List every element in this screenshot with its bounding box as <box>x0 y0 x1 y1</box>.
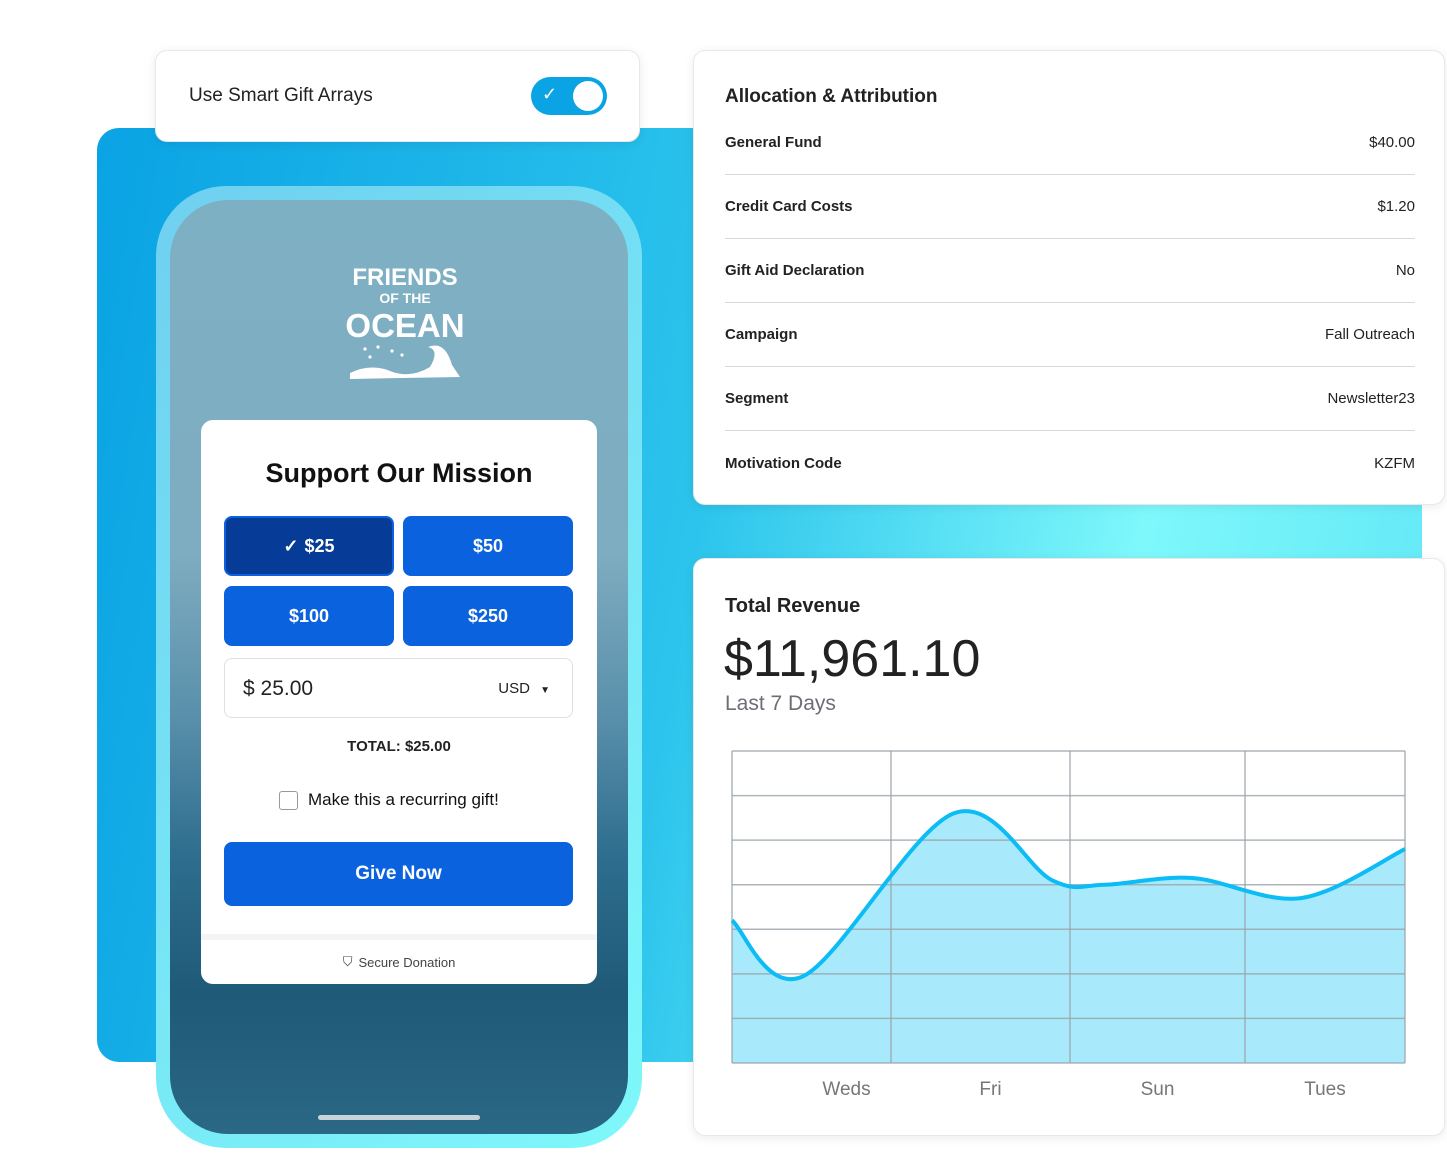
toggle-knob <box>573 81 603 111</box>
smart-gift-arrays-toggle[interactable]: ✓ <box>531 77 607 115</box>
form-title: Support Our Mission <box>265 458 533 488</box>
allocation-row: Gift Aid Declaration No <box>725 239 1415 303</box>
amount-value: 25.00 <box>260 677 314 700</box>
allocation-label: Credit Card Costs <box>725 198 853 215</box>
svg-text:OF THE: OF THE <box>379 290 430 306</box>
allocation-value: No <box>1395 262 1415 279</box>
revenue-title: Total Revenue <box>725 595 861 617</box>
smart-gift-arrays-label: Use Smart Gift Arrays <box>189 85 373 106</box>
x-tick-label: Sun <box>1141 1079 1175 1100</box>
currency-symbol: $ <box>243 677 255 700</box>
allocation-row: Campaign Fall Outreach <box>725 303 1415 367</box>
series-line <box>730 809 1406 981</box>
revenue-chart: Weds Fri Sun Tues <box>730 750 1406 1100</box>
check-icon: ✓ <box>283 535 299 556</box>
total-revenue-card: Total Revenue $11,961.10 Last 7 Days Wed… <box>693 558 1445 1136</box>
amount-button-100[interactable]: $100 <box>224 586 394 646</box>
allocation-row: General Fund $40.00 <box>725 111 1415 175</box>
allocation-value: Fall Outreach <box>1324 326 1415 343</box>
shield-icon: ⛉ <box>342 954 353 969</box>
x-tick-label: Tues <box>1304 1079 1346 1100</box>
allocation-row: Motivation Code KZFM <box>725 431 1415 495</box>
home-indicator <box>318 1115 480 1120</box>
recurring-label: Make this a recurring gift! <box>308 790 499 809</box>
allocation-card: Allocation & Attribution General Fund $40… <box>693 50 1445 505</box>
friends-of-the-ocean-logo: FRIENDS OF THE OCEAN <box>345 264 465 379</box>
allocation-row: Credit Card Costs $1.20 <box>725 175 1415 239</box>
revenue-period: Last 7 Days <box>725 692 836 715</box>
allocation-value: $1.20 <box>1377 198 1415 215</box>
allocation-value: Newsletter23 <box>1327 390 1415 407</box>
recurring-checkbox[interactable] <box>279 790 298 810</box>
x-tick-label: Fri <box>979 1079 1001 1100</box>
allocation-title: Allocation & Attribution <box>725 86 938 107</box>
allocation-row: Segment Newsletter23 <box>725 367 1415 431</box>
x-tick-label: Weds <box>822 1079 870 1100</box>
allocation-value: KZFM <box>1374 454 1415 472</box>
amount-button-25[interactable]: ✓ $25 <box>224 516 394 576</box>
total-label: TOTAL: $25.00 <box>347 738 451 755</box>
amount-button-50[interactable]: $50 <box>403 516 573 576</box>
area-fill <box>732 811 1405 1063</box>
allocation-label: Campaign <box>725 326 798 343</box>
donation-form: Support Our Mission ✓ $25 $50 $100 $250 $… <box>201 420 597 984</box>
svg-text:FRIENDS: FRIENDS <box>352 264 457 291</box>
revenue-amount: $11,961.10 <box>724 630 981 688</box>
allocation-label: Gift Aid Declaration <box>725 262 865 279</box>
allocation-label: Motivation Code <box>725 454 842 472</box>
recurring-gift-option[interactable]: Make this a recurring gift! <box>279 790 499 810</box>
caret-down-icon: ▼ <box>540 685 550 696</box>
allocation-label: Segment <box>725 390 789 407</box>
amount-input[interactable]: $ 25.00 USD ▼ <box>224 658 573 718</box>
svg-text:OCEAN: OCEAN <box>345 307 464 344</box>
check-icon: ✓ <box>542 84 558 104</box>
allocation-value: $40.00 <box>1369 134 1415 151</box>
give-now-button[interactable]: Give Now <box>224 842 573 906</box>
allocation-label: General Fund <box>725 134 822 151</box>
amount-button-250[interactable]: $250 <box>403 586 573 646</box>
secure-donation-footer: ⛉ Secure Donation <box>201 934 597 984</box>
currency-select[interactable]: USD ▼ <box>498 680 550 697</box>
